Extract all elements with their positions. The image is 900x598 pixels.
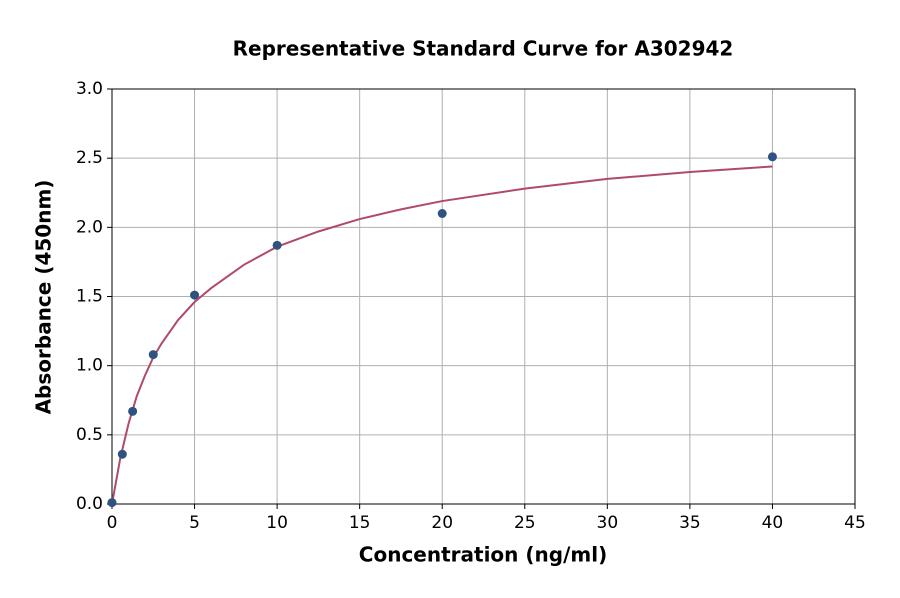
x-tick-label: 15 <box>349 513 371 533</box>
x-tick-label: 35 <box>679 513 701 533</box>
data-point <box>190 290 200 300</box>
x-axis-label: Concentration (ng/ml) <box>359 543 607 567</box>
x-tick-label: 0 <box>107 513 118 533</box>
y-tick-label: 3.0 <box>76 79 103 99</box>
fit-curve <box>111 165 773 505</box>
y-tick-label: 2.5 <box>76 148 103 168</box>
data-point <box>128 406 138 416</box>
y-tick-label: 1.0 <box>76 356 103 376</box>
x-tick-label: 25 <box>514 513 536 533</box>
x-tick-label: 5 <box>189 513 200 533</box>
data-point <box>767 152 777 162</box>
data-point <box>148 350 158 360</box>
y-axis-label: Absorbance (450nm) <box>32 180 56 415</box>
data-point <box>272 240 282 250</box>
chart-title: Representative Standard Curve for A30294… <box>233 37 734 61</box>
y-tick-label: 2.0 <box>76 217 103 237</box>
data-point <box>437 209 447 218</box>
y-tick-label: 1.5 <box>76 287 103 307</box>
x-tick-label: 45 <box>844 513 866 533</box>
x-tick-label: 20 <box>431 513 453 533</box>
x-tick-label: 10 <box>266 513 288 533</box>
y-tick-label: 0.0 <box>76 494 103 514</box>
plot-frame <box>111 88 856 505</box>
data-point <box>107 498 117 508</box>
x-tick-label: 40 <box>762 513 784 533</box>
data-point <box>117 449 127 459</box>
y-tick-label: 0.5 <box>76 425 103 445</box>
x-tick-label: 30 <box>597 513 619 533</box>
